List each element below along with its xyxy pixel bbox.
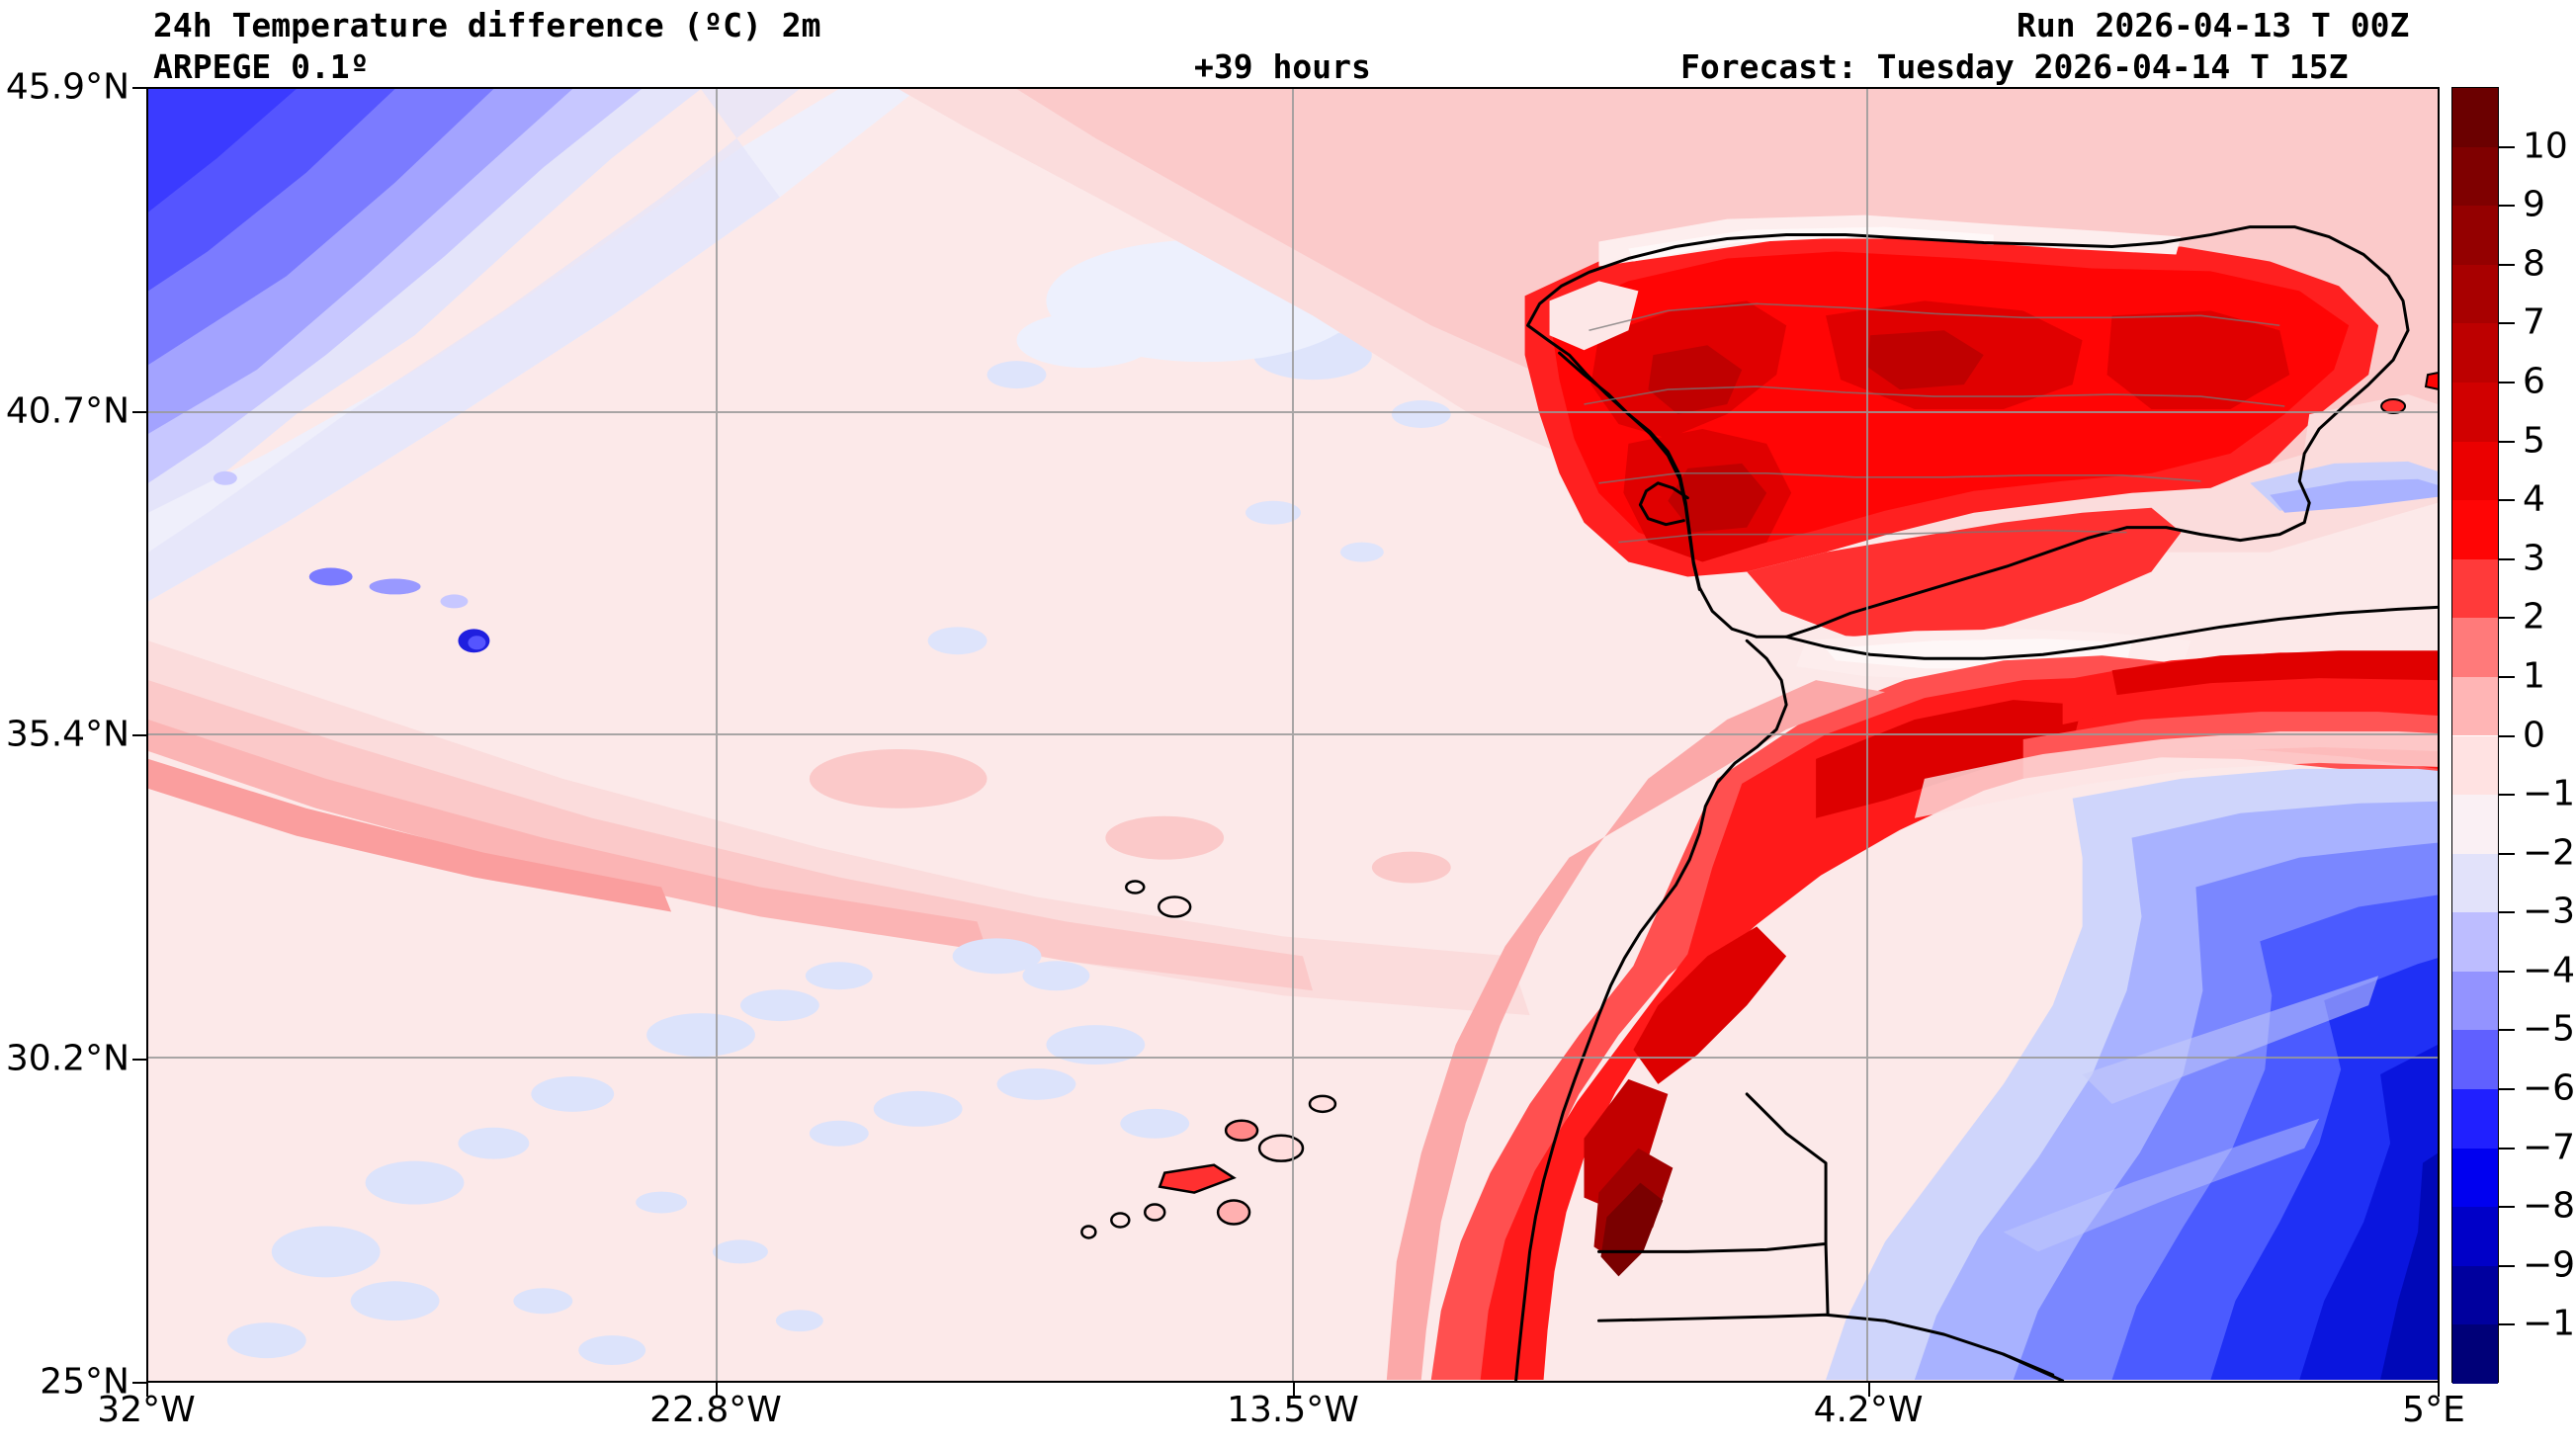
- page-title: 24h Temperature difference (ºC) 2m: [153, 6, 821, 44]
- colorbar-segment: [2452, 795, 2498, 854]
- y-tick-mark: [132, 1382, 146, 1384]
- x-tick-mark: [1293, 1383, 1295, 1397]
- colorbar-tick-mark: [2499, 970, 2515, 973]
- colorbar-tick-label: 4: [2523, 478, 2545, 520]
- colorbar-tick-mark: [2499, 381, 2515, 383]
- y-tick-label-45-9: 45.9°N: [5, 66, 129, 108]
- header-bar: 24h Temperature difference (ºC) 2m ARPEG…: [0, 0, 2576, 86]
- colorbar-tick-mark: [2499, 1147, 2515, 1150]
- y-tick-mark: [132, 734, 146, 736]
- colorbar-tick-mark: [2499, 1206, 2515, 1209]
- colorbar-tick-mark: [2499, 205, 2515, 208]
- colorbar-tick-label: −9: [2523, 1244, 2576, 1286]
- y-tick-mark: [132, 1059, 146, 1061]
- colorbar-segment: [2452, 558, 2498, 619]
- x-tick-mark: [2438, 1383, 2440, 1397]
- colorbar-tick-mark: [2499, 263, 2515, 266]
- colorbar-tick-mark: [2499, 852, 2515, 855]
- colorbar-tick-label: 0: [2523, 715, 2545, 755]
- model-label: ARPEGE 0.1º: [153, 47, 370, 86]
- colorbar-tick-mark: [2499, 794, 2515, 797]
- colorbar: [2451, 87, 2499, 1384]
- x-tick-label-5e: 5°E: [2402, 1390, 2465, 1430]
- colorbar-segment: [2452, 1265, 2498, 1325]
- colorbar-tick-label: 6: [2523, 361, 2545, 402]
- colorbar-tick-label: 2: [2523, 596, 2545, 638]
- colorbar-segment: [2452, 1324, 2498, 1384]
- colorbar-tick-mark: [2499, 1323, 2515, 1326]
- colorbar-tick-mark: [2499, 675, 2515, 678]
- y-tick-mark: [132, 87, 146, 89]
- colorbar-tick-label: −5: [2523, 1008, 2576, 1050]
- colorbar-tick-label: −1: [2523, 773, 2576, 814]
- colorbar-segment: [2452, 264, 2498, 324]
- colorbar-tick-label: 7: [2523, 301, 2545, 343]
- colorbar-segment: [2452, 323, 2498, 383]
- colorbar-tick-label: 3: [2523, 538, 2545, 579]
- colorbar-segment: [2452, 735, 2498, 796]
- forecast-hour-label: +39 hours: [1194, 47, 1371, 86]
- colorbar-segment: [2452, 971, 2498, 1031]
- colorbar-tick-mark: [2499, 322, 2515, 325]
- colorbar-segment: [2452, 1148, 2498, 1208]
- forecast-time-label: Forecast: Tuesday 2026-04-14 T 15Z: [1680, 47, 2349, 86]
- colorbar-tick-label: 8: [2523, 243, 2545, 285]
- colorbar-tick-label: −2: [2523, 832, 2576, 874]
- y-tick-label-30-2: 30.2°N: [5, 1038, 129, 1079]
- colorbar-segment: [2452, 676, 2498, 736]
- colorbar-tick-label: −6: [2523, 1067, 2576, 1109]
- x-tick-mark: [1868, 1383, 1870, 1397]
- colorbar-segment: [2452, 853, 2498, 913]
- colorbar-tick-label: 10: [2523, 126, 2568, 167]
- colorbar-segment: [2452, 1089, 2498, 1149]
- colorbar-segment: [2452, 1030, 2498, 1090]
- colorbar-tick-mark: [2499, 734, 2515, 737]
- colorbar-segment: [2452, 382, 2498, 442]
- x-tick-mark: [146, 1383, 148, 1397]
- colorbar-segment: [2452, 146, 2498, 207]
- y-tick-mark: [132, 411, 146, 413]
- x-tick-mark: [716, 1383, 718, 1397]
- colorbar-tick-mark: [2499, 440, 2515, 443]
- colorbar-segment: [2452, 1207, 2498, 1266]
- y-tick-label-25: 25°N: [40, 1361, 129, 1403]
- colorbar-tick-mark: [2499, 557, 2515, 560]
- colorbar-segment: [2452, 441, 2498, 501]
- colorbar-tick-label: −8: [2523, 1185, 2576, 1227]
- colorbar-tick-mark: [2499, 499, 2515, 502]
- colorbar-segment: [2452, 500, 2498, 559]
- y-tick-label-40-7: 40.7°N: [5, 390, 129, 432]
- map-plot-area[interactable]: [146, 87, 2440, 1383]
- colorbar-segment: [2452, 88, 2498, 147]
- y-tick-label-35-4: 35.4°N: [5, 714, 129, 755]
- colorbar-tick-label: 9: [2523, 184, 2545, 225]
- colorbar-tick-mark: [2499, 145, 2515, 148]
- colorbar-tick-label: −10: [2523, 1303, 2576, 1344]
- colorbar-tick-label: −4: [2523, 950, 2576, 991]
- colorbar-tick-mark: [2499, 1264, 2515, 1267]
- colorbar-tick-mark: [2499, 911, 2515, 914]
- colorbar-tick-label: 1: [2523, 655, 2545, 697]
- temperature-difference-heatmap: [148, 89, 2438, 1381]
- colorbar-tick-mark: [2499, 1029, 2515, 1032]
- colorbar-segment: [2452, 618, 2498, 677]
- colorbar-segment: [2452, 912, 2498, 972]
- colorbar-tick-mark: [2499, 617, 2515, 620]
- colorbar-tick-label: −3: [2523, 891, 2576, 932]
- colorbar-tick-mark: [2499, 1088, 2515, 1091]
- colorbar-tick-label: −7: [2523, 1127, 2576, 1168]
- run-time-label: Run 2026-04-13 T 00Z: [2017, 6, 2410, 44]
- colorbar-tick-label: 5: [2523, 420, 2545, 462]
- colorbar-segment: [2452, 206, 2498, 265]
